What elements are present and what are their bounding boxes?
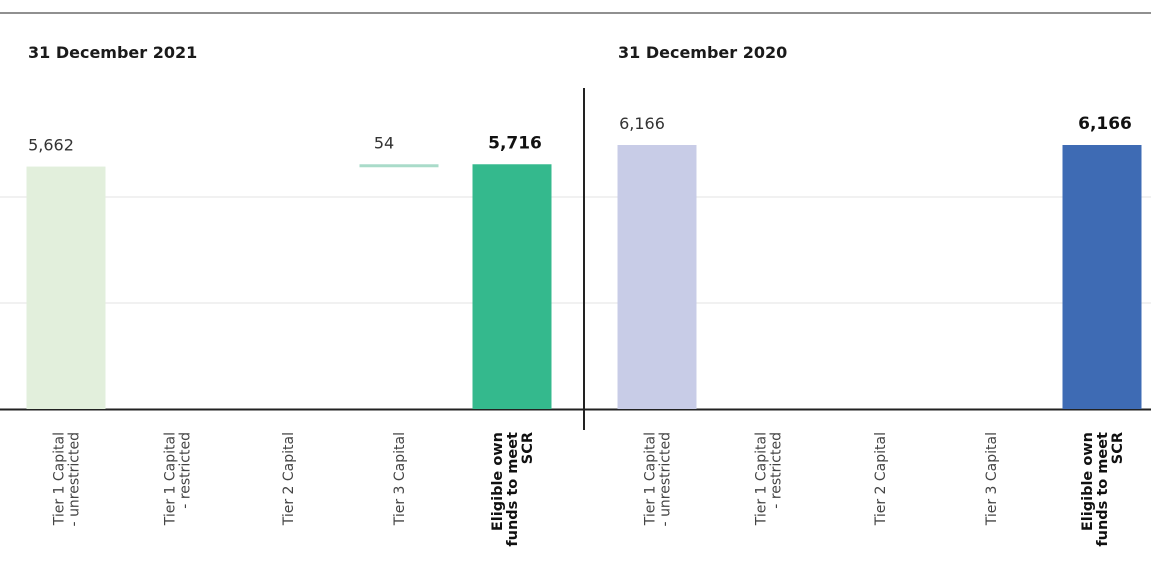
tick-label-line: Tier 1 Capital — [754, 432, 770, 526]
tick-label: Tier 2 Capital — [873, 432, 889, 526]
tick-label-line: funds to meet — [505, 432, 521, 547]
tick-label-line: SCR — [1110, 432, 1126, 464]
panel-title: 31 December 2021 — [28, 43, 197, 62]
tick-label: Tier 2 Capital — [281, 432, 297, 526]
tick-label: Tier 1 Capital- unrestricted — [52, 432, 83, 526]
tick-label-line: - unrestricted — [67, 432, 83, 526]
data-label: 5,716 — [488, 133, 542, 153]
tick-label: Tier 1 Capital- restricted — [754, 432, 785, 526]
bar — [1063, 145, 1142, 409]
tick-label-line: Tier 3 Capital — [392, 432, 408, 526]
panel-title: 31 December 2020 — [618, 43, 787, 62]
tick-label-line: - unrestricted — [658, 432, 674, 526]
bar — [360, 164, 439, 167]
tick-label-line: funds to meet — [1095, 432, 1111, 547]
data-label: 54 — [374, 133, 394, 152]
tick-label-line: Tier 1 Capital — [52, 432, 68, 526]
tick-label-line: SCR — [520, 432, 536, 464]
tick-label: Eligible ownfunds to meetSCR — [1080, 432, 1126, 547]
tick-label-line: - restricted — [178, 432, 194, 509]
tick-label: Tier 3 Capital — [392, 432, 408, 526]
bar — [473, 164, 552, 409]
tick-label-line: Eligible own — [1080, 432, 1096, 531]
data-label: 5,662 — [28, 136, 74, 155]
bar — [27, 167, 106, 409]
tick-label-line: Eligible own — [490, 432, 506, 531]
bar — [618, 145, 697, 409]
tick-label-line: Tier 1 Capital — [643, 432, 659, 526]
tick-label-line: Tier 2 Capital — [873, 432, 889, 526]
tick-label-line: Tier 3 Capital — [984, 432, 1000, 526]
tick-label-line: Tier 1 Capital — [163, 432, 179, 526]
data-label: 6,166 — [1078, 114, 1132, 134]
tick-label-line: Tier 2 Capital — [281, 432, 297, 526]
data-label: 6,166 — [619, 114, 665, 133]
tick-label: Tier 3 Capital — [984, 432, 1000, 526]
tick-label: Eligible ownfunds to meetSCR — [490, 432, 536, 547]
tick-label-line: - restricted — [769, 432, 785, 509]
tick-label: Tier 1 Capital- restricted — [163, 432, 194, 526]
tick-label: Tier 1 Capital- unrestricted — [643, 432, 674, 526]
